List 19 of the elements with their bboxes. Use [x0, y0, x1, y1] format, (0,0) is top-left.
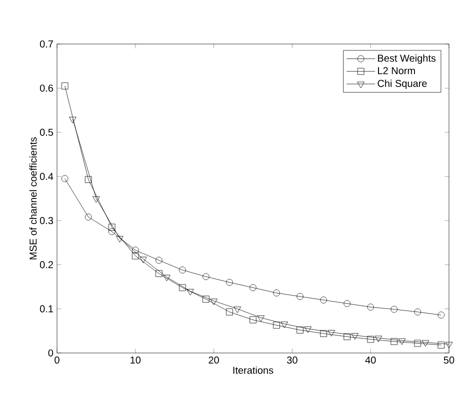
y-tick-label: 0.7	[40, 40, 53, 48]
x-tick-label: 50	[444, 356, 454, 364]
x-tick-label: 40	[365, 356, 376, 364]
y-tick-label: 0.2	[40, 261, 53, 268]
x-axis-title: Iterations	[233, 366, 274, 374]
y-tick-label: 0.4	[40, 172, 54, 180]
y-tick-label: 0.6	[40, 84, 54, 92]
x-tick-label: 10	[130, 356, 141, 364]
x-tick-label: 30	[287, 356, 298, 364]
y-tick-label: 0.1	[40, 305, 53, 312]
legend-label: L2 Norm	[378, 67, 415, 74]
legend-label: Chi Square	[378, 80, 427, 89]
x-tick-label: 20	[208, 356, 219, 364]
x-tick-label: 0	[54, 356, 60, 364]
legend-label: Best Weights	[378, 54, 436, 64]
y-tick-label: 0	[48, 349, 54, 357]
y-tick-label: 0.3	[40, 217, 54, 224]
y-axis-title: MSE of channel coefficients	[29, 137, 37, 260]
y-tick-label: 0.5	[40, 128, 54, 136]
